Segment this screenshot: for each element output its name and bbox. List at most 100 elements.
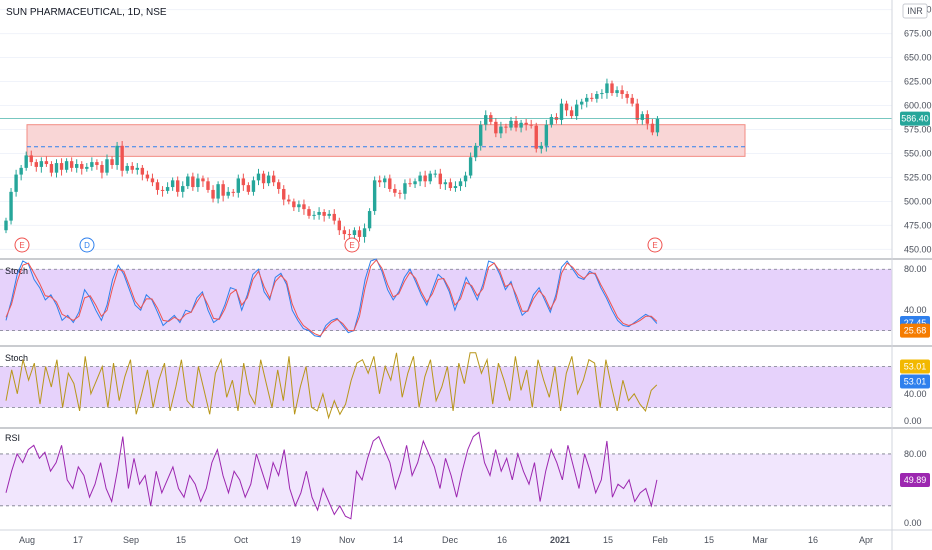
time-tick-label: 17	[73, 535, 83, 545]
candle	[347, 229, 352, 238]
candle	[357, 226, 362, 242]
candle	[610, 80, 614, 96]
price-tick-label: 600.00	[904, 101, 932, 111]
candle	[206, 177, 210, 193]
candle	[322, 209, 326, 222]
event-marker[interactable]: E	[647, 237, 663, 253]
candle	[479, 120, 483, 151]
candle	[564, 100, 569, 117]
candle	[216, 181, 220, 204]
candle	[186, 173, 190, 189]
candle	[590, 93, 594, 102]
time-tick-label: Apr	[859, 535, 873, 545]
candle	[453, 181, 458, 192]
candle	[408, 178, 412, 188]
candle	[569, 106, 574, 119]
candle	[150, 173, 155, 187]
stoch2-pane[interactable]: Stoch	[0, 352, 892, 420]
rsi-pane[interactable]: RSI	[0, 431, 892, 520]
candle	[226, 187, 230, 199]
candle	[145, 170, 150, 182]
event-marker[interactable]: E	[14, 237, 30, 253]
candle	[367, 208, 372, 232]
candle	[539, 141, 543, 154]
time-tick-label: 19	[291, 535, 301, 545]
stoch1-series-line	[5, 258, 658, 338]
price-tick-label: 625.00	[904, 77, 932, 87]
candle	[327, 210, 331, 219]
currency-badge[interactable]: INR	[902, 3, 928, 19]
candle	[403, 179, 407, 200]
candle	[640, 111, 644, 125]
svg-text:27.45: 27.45	[904, 318, 927, 328]
candle	[524, 118, 528, 131]
stoch2-tick-label: 40.00	[904, 389, 927, 399]
candle	[236, 174, 240, 198]
candle	[448, 178, 453, 191]
stoch1-pane[interactable]: Stoch	[0, 258, 892, 338]
price-pane[interactable]: E D E E SUN PHARMACEUTICAL, 1D, NSE	[0, 7, 892, 253]
candle	[519, 119, 523, 133]
candle	[170, 177, 175, 191]
time-tick-label: Oct	[234, 535, 249, 545]
candle	[600, 89, 604, 99]
event-marker[interactable]: E	[344, 237, 360, 253]
stoch2-title: Stoch	[5, 353, 28, 363]
candle	[458, 178, 463, 191]
price-tick-label: 500.00	[904, 196, 932, 206]
event-marker[interactable]: D	[79, 237, 95, 253]
time-tick-label: 2021	[550, 535, 570, 545]
candle	[211, 185, 215, 203]
candle	[383, 175, 387, 189]
candle	[241, 173, 246, 191]
candle	[544, 119, 549, 152]
candle	[261, 170, 266, 189]
rsi-tick-label: 80.00	[904, 449, 927, 459]
rsi-value-badge: 49.89	[900, 472, 930, 487]
candle	[312, 211, 316, 220]
candle	[120, 141, 124, 177]
candle	[59, 158, 64, 176]
candle	[49, 161, 54, 177]
candle	[231, 188, 235, 197]
candle	[468, 152, 473, 179]
candle	[574, 99, 579, 120]
candle	[292, 198, 296, 212]
price-axis[interactable]: 450.00 475.00 500.00 525.00 550.00 575.00 600.…	[904, 5, 932, 528]
svg-text:586.40: 586.40	[901, 114, 929, 124]
candle	[201, 175, 205, 188]
candle	[655, 116, 660, 137]
candle	[337, 217, 341, 236]
candle	[155, 179, 160, 195]
time-tick-label: Dec	[442, 535, 459, 545]
candle	[44, 156, 49, 167]
candle	[221, 180, 225, 202]
time-tick-label: Aug	[19, 535, 35, 545]
candle	[14, 169, 18, 197]
candle	[115, 141, 119, 170]
price-tick-label: 675.00	[904, 29, 932, 39]
stoch1-value-badge: 25.68	[900, 323, 930, 338]
candle	[559, 98, 564, 125]
candle	[463, 171, 468, 188]
candle	[635, 98, 639, 124]
candle	[135, 163, 139, 175]
price-tick-label: 525.00	[904, 172, 932, 182]
candle	[9, 188, 13, 225]
time-axis[interactable]: Aug 17 Sep 15 Oct 19 Nov 14 Dec 16 2021 15 Feb 15 Mar 1…	[19, 535, 873, 545]
candle	[342, 226, 347, 240]
candle	[140, 164, 145, 181]
candle	[509, 117, 513, 131]
candle	[443, 179, 448, 190]
candle	[332, 209, 336, 225]
time-tick-label: 15	[176, 535, 186, 545]
price-tick-label: 475.00	[904, 220, 932, 230]
candle	[372, 176, 377, 215]
price-tick-label: 550.00	[904, 148, 932, 158]
candle	[95, 159, 99, 170]
candle	[80, 161, 84, 175]
candle	[352, 227, 357, 239]
candle	[388, 174, 392, 192]
candle	[418, 171, 422, 187]
candle	[287, 194, 291, 205]
